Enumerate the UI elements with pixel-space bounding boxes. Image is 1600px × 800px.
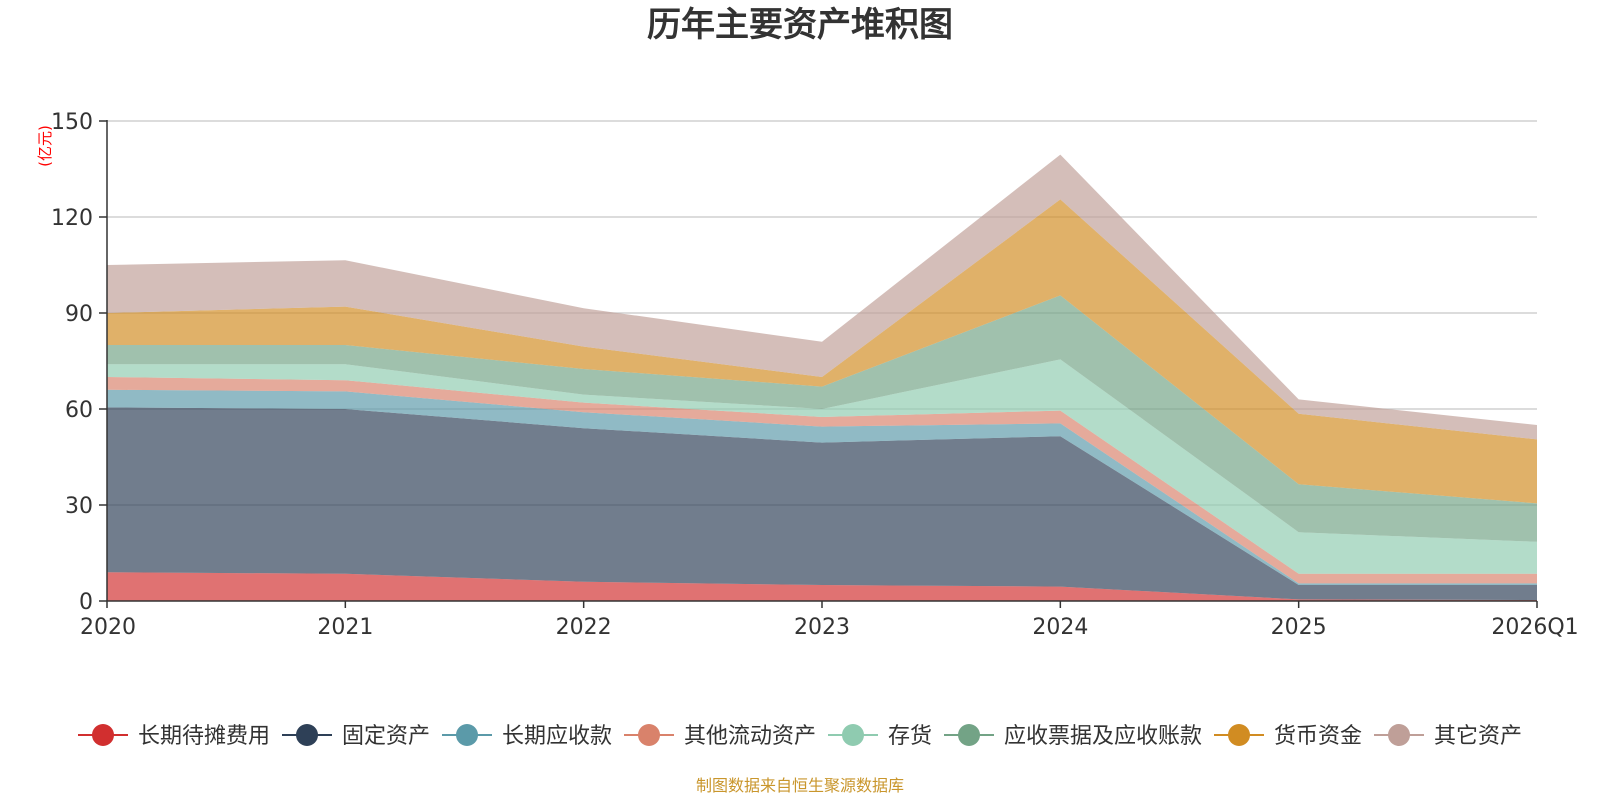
y-tick-label: 150: [51, 110, 93, 135]
y-axis-unit-label: (亿元): [36, 125, 54, 167]
y-tick-label: 30: [65, 494, 93, 519]
legend-item-8[interactable]: 其它资产: [1374, 724, 1522, 749]
area-series-4: [107, 377, 1537, 584]
legend-label: 固定资产: [342, 724, 430, 749]
area-series-6: [107, 295, 1537, 542]
legend-marker: [456, 724, 478, 746]
source-note: 制图数据来自恒生聚源数据库: [696, 776, 904, 795]
legend-item-4[interactable]: 其他流动资产: [624, 724, 816, 749]
legend-label: 其他流动资产: [684, 724, 816, 749]
legend-label: 长期待摊费用: [138, 724, 270, 749]
area-series-2: [107, 407, 1537, 601]
area-series-3: [107, 389, 1537, 585]
legend-marker: [296, 724, 318, 746]
x-tick-label: 2025: [1271, 615, 1327, 640]
x-tick-label: 2023: [794, 615, 850, 640]
legend-item-7[interactable]: 货币资金: [1214, 724, 1362, 749]
legend-marker: [638, 724, 660, 746]
axes: 0 30 60 90 120 150 2020 2021 2022 2023 2024 2025 202…: [51, 110, 1579, 640]
legend-item-2[interactable]: 固定资产: [282, 724, 430, 749]
x-tick-label: 2020: [80, 615, 136, 640]
legend-item-1[interactable]: 长期待摊费用: [78, 724, 270, 749]
legend-label: 货币资金: [1274, 724, 1362, 749]
legend-marker: [958, 724, 980, 746]
area-series-1: [107, 572, 1537, 601]
y-tick-label: 90: [65, 302, 93, 327]
legend: 长期待摊费用 固定资产 长期应收款 其他流动资产 存货 应收票据及应收账款 货币资金 其它资产: [78, 724, 1522, 749]
legend-label: 存货: [888, 724, 932, 749]
legend-label: 长期应收款: [502, 724, 612, 749]
x-tick-label: 2022: [556, 615, 612, 640]
x-tick-label: 2026Q1: [1491, 615, 1578, 640]
x-tick-label: 2021: [317, 615, 373, 640]
legend-marker: [92, 724, 114, 746]
legend-marker: [1388, 724, 1410, 746]
legend-marker: [842, 724, 864, 746]
legend-item-3[interactable]: 长期应收款: [442, 724, 612, 749]
x-tick-label: 2024: [1032, 615, 1088, 640]
area-series-group: [107, 154, 1537, 601]
legend-label: 应收票据及应收账款: [1004, 724, 1202, 749]
legend-item-5[interactable]: 存货: [828, 724, 932, 749]
y-tick-label: 120: [51, 206, 93, 231]
legend-label: 其它资产: [1434, 724, 1522, 749]
y-tick-label: 60: [65, 398, 93, 423]
legend-item-6[interactable]: 应收票据及应收账款: [944, 724, 1202, 749]
y-tick-label: 0: [79, 590, 93, 615]
area-series-7: [107, 199, 1537, 504]
legend-marker: [1228, 724, 1250, 746]
chart-title: 历年主要资产堆积图: [647, 5, 953, 45]
area-series-5: [107, 359, 1537, 574]
area-series-8: [107, 154, 1537, 440]
